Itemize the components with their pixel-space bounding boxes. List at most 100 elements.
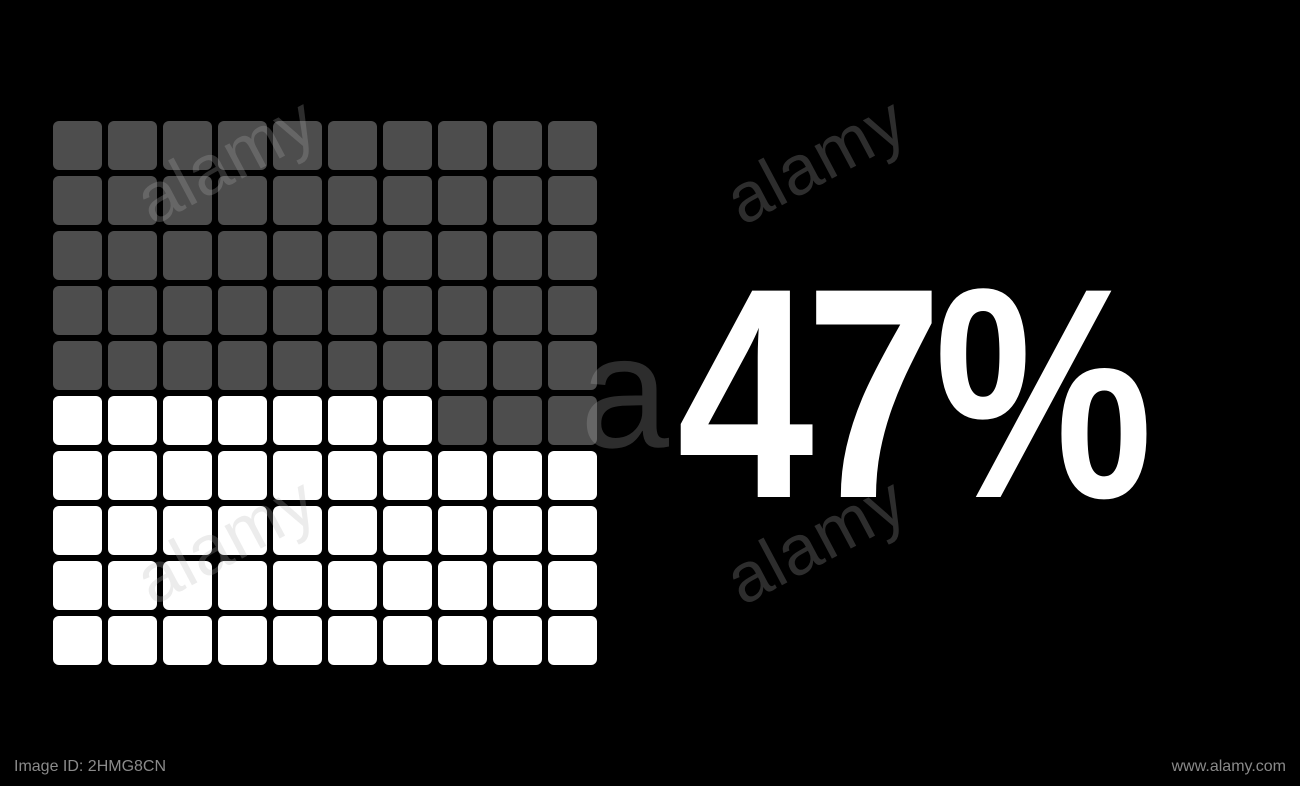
waffle-cell-empty bbox=[438, 121, 487, 170]
waffle-cell-empty bbox=[218, 286, 267, 335]
waffle-cell-filled bbox=[493, 506, 542, 555]
waffle-cell-empty bbox=[273, 341, 322, 390]
waffle-cell-empty bbox=[273, 121, 322, 170]
waffle-cell-empty bbox=[493, 176, 542, 225]
waffle-cell-filled bbox=[273, 451, 322, 500]
waffle-cell-filled bbox=[328, 451, 377, 500]
waffle-cell-empty bbox=[383, 286, 432, 335]
waffle-cell-filled bbox=[548, 451, 597, 500]
waffle-cell-filled bbox=[163, 561, 212, 610]
waffle-cell-filled bbox=[328, 506, 377, 555]
waffle-cell-empty bbox=[108, 176, 157, 225]
waffle-cell-empty bbox=[328, 176, 377, 225]
waffle-cell-filled bbox=[383, 616, 432, 665]
waffle-cell-filled bbox=[163, 396, 212, 445]
waffle-cell-empty bbox=[218, 341, 267, 390]
waffle-cell-empty bbox=[438, 176, 487, 225]
waffle-cell-filled bbox=[438, 561, 487, 610]
waffle-cell-filled bbox=[438, 506, 487, 555]
waffle-cell-empty bbox=[438, 396, 487, 445]
waffle-cell-filled bbox=[218, 396, 267, 445]
waffle-cell-empty bbox=[548, 286, 597, 335]
waffle-cell-empty bbox=[273, 231, 322, 280]
waffle-cell-filled bbox=[163, 506, 212, 555]
waffle-cell-empty bbox=[328, 286, 377, 335]
waffle-cell-empty bbox=[53, 121, 102, 170]
waffle-cell-empty bbox=[273, 176, 322, 225]
waffle-cell-empty bbox=[438, 286, 487, 335]
waffle-cell-filled bbox=[273, 396, 322, 445]
waffle-cell-empty bbox=[438, 231, 487, 280]
waffle-cell-empty bbox=[328, 121, 377, 170]
waffle-cell-filled bbox=[493, 451, 542, 500]
watermark-url: www.alamy.com bbox=[1172, 758, 1286, 776]
waffle-cell-filled bbox=[493, 561, 542, 610]
waffle-cell-filled bbox=[163, 616, 212, 665]
waffle-cell-empty bbox=[383, 231, 432, 280]
waffle-cell-filled bbox=[163, 451, 212, 500]
watermark-image-id: Image ID: 2HMG8CN bbox=[14, 758, 166, 776]
waffle-cell-empty bbox=[163, 231, 212, 280]
waffle-cell-filled bbox=[438, 616, 487, 665]
waffle-cell-empty bbox=[493, 286, 542, 335]
waffle-cell-empty bbox=[548, 176, 597, 225]
waffle-cell-filled bbox=[108, 616, 157, 665]
waffle-cell-filled bbox=[53, 616, 102, 665]
waffle-cell-filled bbox=[383, 561, 432, 610]
waffle-cell-empty bbox=[218, 176, 267, 225]
waffle-cell-filled bbox=[383, 506, 432, 555]
waffle-cell-filled bbox=[328, 616, 377, 665]
watermark-bottom-bar: Image ID: 2HMG8CN www.alamy.com bbox=[0, 758, 1300, 776]
waffle-cell-empty bbox=[163, 341, 212, 390]
waffle-cell-empty bbox=[493, 231, 542, 280]
waffle-cell-filled bbox=[108, 561, 157, 610]
waffle-cell-filled bbox=[53, 561, 102, 610]
waffle-cell-empty bbox=[163, 121, 212, 170]
waffle-cell-empty bbox=[438, 341, 487, 390]
waffle-cell-filled bbox=[548, 561, 597, 610]
waffle-cell-empty bbox=[53, 231, 102, 280]
waffle-cell-empty bbox=[328, 231, 377, 280]
waffle-cell-filled bbox=[383, 451, 432, 500]
waffle-cell-empty bbox=[548, 121, 597, 170]
waffle-cell-empty bbox=[163, 176, 212, 225]
waffle-cell-empty bbox=[163, 286, 212, 335]
waffle-cell-empty bbox=[493, 396, 542, 445]
waffle-cell-filled bbox=[108, 506, 157, 555]
waffle-cell-filled bbox=[273, 616, 322, 665]
waffle-cell-filled bbox=[328, 561, 377, 610]
waffle-cell-filled bbox=[218, 506, 267, 555]
infographic-canvas: 47% alamy alamy alamy alamy a Image ID: … bbox=[0, 0, 1300, 786]
waffle-cell-filled bbox=[493, 616, 542, 665]
waffle-cell-filled bbox=[218, 616, 267, 665]
waffle-cell-filled bbox=[108, 451, 157, 500]
waffle-cell-empty bbox=[548, 231, 597, 280]
waffle-cell-empty bbox=[493, 121, 542, 170]
waffle-cell-empty bbox=[53, 286, 102, 335]
watermark-diag-2: alamy bbox=[712, 80, 919, 241]
waffle-cell-filled bbox=[273, 561, 322, 610]
waffle-cell-empty bbox=[108, 231, 157, 280]
waffle-cell-empty bbox=[108, 121, 157, 170]
waffle-cell-filled bbox=[548, 616, 597, 665]
waffle-cell-filled bbox=[218, 451, 267, 500]
waffle-cell-filled bbox=[53, 451, 102, 500]
waffle-cell-empty bbox=[548, 341, 597, 390]
waffle-cell-empty bbox=[383, 176, 432, 225]
waffle-cell-empty bbox=[548, 396, 597, 445]
waffle-cell-empty bbox=[218, 231, 267, 280]
percent-label: 47% bbox=[677, 243, 1145, 543]
waffle-cell-filled bbox=[53, 506, 102, 555]
waffle-cell-filled bbox=[328, 396, 377, 445]
waffle-cell-empty bbox=[273, 286, 322, 335]
waffle-cell-empty bbox=[108, 286, 157, 335]
waffle-cell-empty bbox=[108, 341, 157, 390]
waffle-cell-empty bbox=[383, 341, 432, 390]
waffle-cell-empty bbox=[383, 121, 432, 170]
waffle-cell-filled bbox=[548, 506, 597, 555]
waffle-chart bbox=[53, 121, 597, 665]
waffle-cell-filled bbox=[438, 451, 487, 500]
waffle-cell-filled bbox=[108, 396, 157, 445]
waffle-cell-filled bbox=[218, 561, 267, 610]
waffle-cell-empty bbox=[53, 176, 102, 225]
